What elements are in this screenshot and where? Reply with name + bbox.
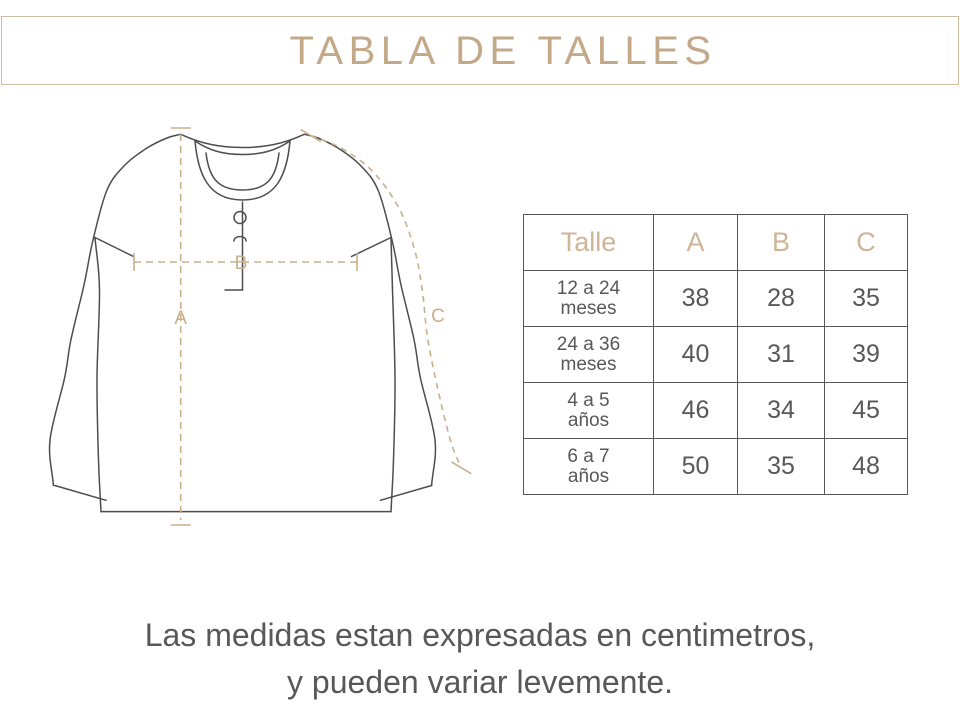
svg-text:B: B [235, 253, 248, 274]
svg-text:C: C [431, 306, 445, 327]
svg-text:A: A [174, 308, 187, 329]
